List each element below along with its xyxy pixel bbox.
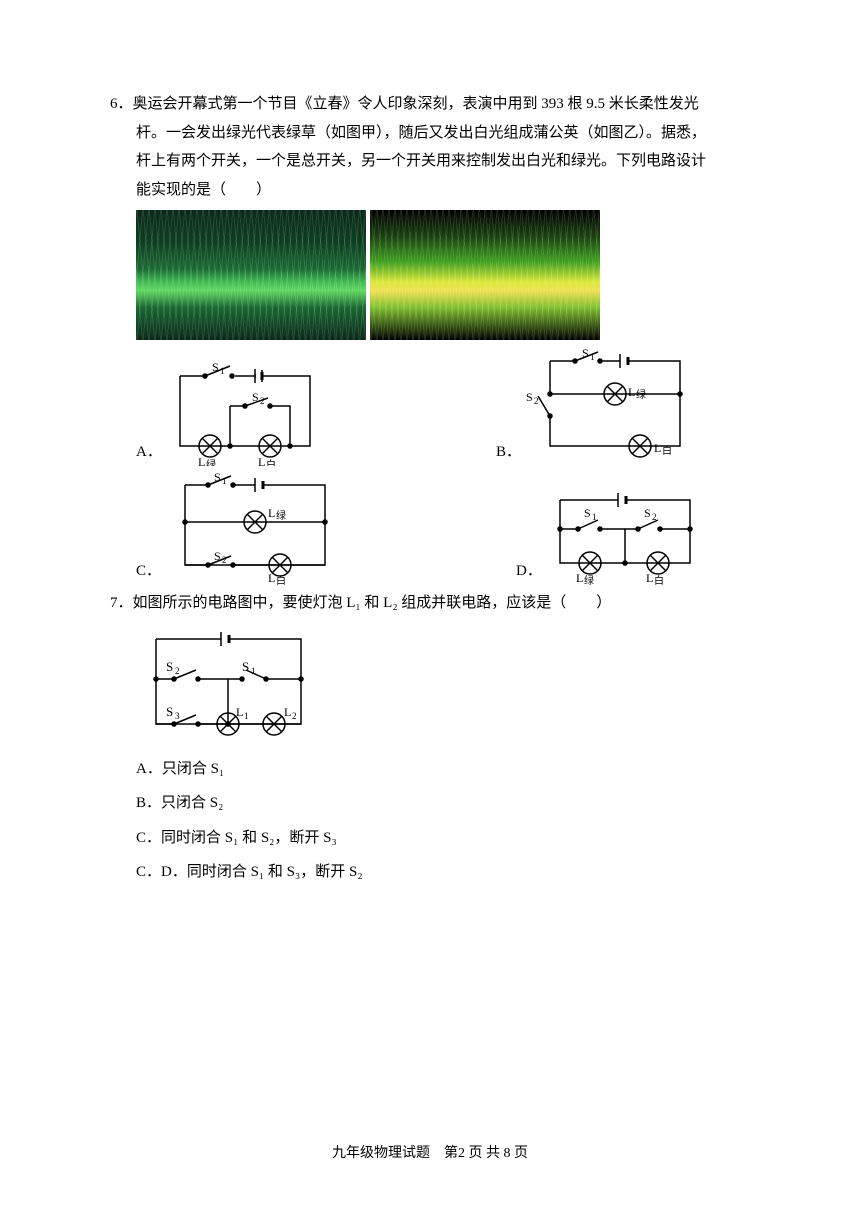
footer-mid: 页 共 [465, 1146, 504, 1161]
footer-page-current: 2 [458, 1146, 465, 1161]
q6-circuit-a: S1 S2 L绿 L白 [160, 356, 330, 466]
svg-text:L: L [654, 441, 661, 455]
q7-options: A．只闭合 S₁ B．只闭合 S₂ C．同时闭合 S₁ 和 S₂，断开 S₃ C… [110, 755, 750, 887]
svg-text:2: 2 [652, 512, 657, 522]
svg-text:2: 2 [175, 666, 180, 676]
q7-circuit: S2 S1 S3 L1 L2 [136, 624, 326, 749]
q6-photo-dandelion [370, 210, 600, 340]
svg-text:2: 2 [534, 396, 539, 406]
page-footer: 九年级物理试题 第2 页 共 8 页 [0, 1141, 860, 1168]
svg-text:2: 2 [292, 711, 297, 721]
svg-text:L: L [236, 705, 243, 719]
q6-circuit-d: S1 S2 L绿 L白 [540, 485, 710, 585]
svg-text:白: 白 [662, 444, 672, 457]
svg-text:L: L [646, 571, 653, 585]
q7-stem: 7．如图所示的电路图中，要使灯泡 L₁ 和 L₂ 组成并联电路，应该是（ ） [110, 589, 750, 618]
question-6: 6．奥运会开幕式第一个节目《立春》令人印象深刻，表演中用到 393 根 9.5 … [110, 90, 750, 585]
svg-text:3: 3 [175, 711, 180, 721]
q6-stem-line3: 杆上有两个开关，一个是总开关，另一个开关用来控制发出白光和绿光。下列电路设计 [110, 147, 750, 176]
q6-option-c-block: C． [110, 470, 350, 585]
svg-text:绿: 绿 [636, 388, 646, 401]
svg-text:L: L [198, 455, 205, 466]
svg-text:S: S [212, 360, 219, 374]
q6-photos [136, 210, 750, 340]
svg-text:S: S [252, 390, 259, 404]
q6-option-b-block: B． [470, 346, 700, 466]
svg-text:1: 1 [590, 352, 595, 362]
svg-text:S: S [214, 470, 221, 484]
svg-text:L: L [268, 571, 275, 585]
q6-options-row-ab: A． [110, 346, 750, 466]
q6-option-c-label: C． [110, 557, 160, 586]
q6-option-b-label: B． [470, 438, 520, 467]
svg-text:L: L [258, 455, 265, 466]
q6-stem-line2: 杆。一会发出绿光代表绿草（如图甲），随后又发出白光组成蒲公英（如图乙）。据悉， [110, 119, 750, 148]
svg-text:S: S [582, 346, 589, 360]
q6-photo-green-grass [136, 210, 366, 340]
svg-text:L: L [576, 571, 583, 585]
svg-text:S: S [166, 659, 173, 674]
svg-text:S: S [214, 549, 221, 563]
q7-option-b: B．只闭合 S₂ [136, 789, 750, 818]
svg-text:2: 2 [222, 555, 227, 565]
question-7: 7．如图所示的电路图中，要使灯泡 L₁ 和 L₂ 组成并联电路，应该是（ ） [110, 589, 750, 887]
svg-text:S: S [644, 506, 651, 520]
svg-text:S: S [584, 506, 591, 520]
q6-circuit-b: S1 S2 L绿 L白 [520, 346, 700, 466]
q6-option-a-block: A． [110, 356, 330, 466]
svg-text:L: L [628, 385, 635, 399]
svg-text:白: 白 [276, 574, 286, 585]
svg-text:S: S [526, 390, 533, 404]
svg-text:1: 1 [592, 512, 597, 522]
q6-option-d-block: D． [490, 485, 710, 585]
svg-text:绿: 绿 [206, 458, 216, 466]
q7-option-d: C．D．同时闭合 S₁ 和 S₃，断开 S₂ [136, 858, 750, 887]
footer-suffix: 页 [511, 1146, 529, 1161]
svg-text:L: L [268, 506, 275, 520]
q6-option-d-label: D． [490, 557, 540, 586]
q7-option-c: C．同时闭合 S₁ 和 S₂，断开 S₃ [136, 824, 750, 853]
svg-text:1: 1 [222, 476, 227, 486]
q7-option-a: A．只闭合 S₁ [136, 755, 750, 784]
q6-options-row-cd: C． [110, 470, 750, 585]
q7-number: 7． [110, 595, 133, 611]
svg-text:白: 白 [266, 458, 276, 466]
svg-text:S: S [242, 659, 249, 674]
q6-circuit-c: S1 L绿 S2 L白 [160, 470, 350, 585]
svg-text:绿: 绿 [276, 509, 286, 522]
q6-stem-line1: 6．奥运会开幕式第一个节目《立春》令人印象深刻，表演中用到 393 根 9.5 … [110, 90, 750, 119]
svg-text:白: 白 [654, 574, 664, 585]
q7-diagram-wrap: S2 S1 S3 L1 L2 [110, 624, 750, 749]
q6-number: 6． [110, 96, 133, 112]
svg-text:2: 2 [260, 396, 265, 406]
footer-page-total: 8 [504, 1146, 511, 1161]
svg-text:绿: 绿 [584, 574, 594, 585]
q6-option-a-label: A． [110, 438, 160, 467]
footer-prefix: 九年级物理试题 第 [332, 1146, 458, 1161]
q6-stem-line4: 能实现的是（ ） [110, 176, 750, 205]
svg-text:1: 1 [220, 366, 225, 376]
svg-text:S: S [166, 704, 173, 719]
svg-text:1: 1 [244, 711, 249, 721]
svg-text:1: 1 [251, 666, 256, 676]
svg-text:L: L [284, 705, 291, 719]
